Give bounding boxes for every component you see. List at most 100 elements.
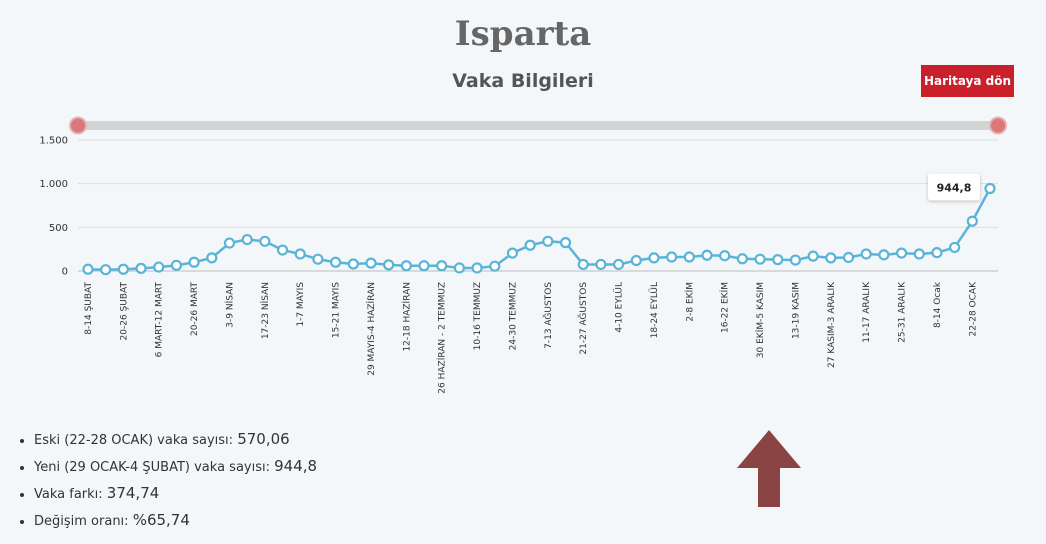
range-slider-handle[interactable]: [69, 116, 87, 135]
data-point: [117, 263, 129, 275]
x-tick-label: 11-17 ARALIK: [862, 281, 872, 343]
x-tick-label: 21-27 AĞUSTOS: [577, 282, 589, 355]
x-tick-label: 20-26 MART: [190, 281, 200, 336]
data-point: [82, 263, 94, 275]
data-point: [789, 254, 802, 266]
data-point: [506, 247, 519, 259]
data-point: [577, 258, 589, 271]
y-tick-label: 500: [49, 223, 68, 234]
x-tick-label: 24-30 TEMMUZ: [508, 282, 518, 350]
stat-value: 570,06: [237, 430, 290, 448]
x-tick-label: 29 MAYIS-4 HAZİRAN: [366, 282, 377, 376]
data-point: [241, 233, 253, 246]
data-point: [312, 253, 324, 265]
page-title: Isparta: [454, 14, 592, 54]
data-point: [630, 254, 642, 267]
x-tick-label: 4-10 EYLÜL: [614, 282, 625, 333]
range-slider-track[interactable]: [78, 121, 998, 130]
data-point: [666, 251, 678, 263]
x-tick-label: 1-7 MAYIS: [296, 282, 306, 327]
data-point: [276, 244, 289, 256]
data-point: [188, 256, 200, 268]
data-point: [453, 262, 466, 274]
data-point: [489, 260, 501, 272]
data-point: [400, 260, 412, 272]
data-point: [524, 239, 536, 251]
stat-label: Değişim oranı:: [34, 514, 129, 529]
data-point: [984, 182, 996, 195]
x-tick-label: 20-26 ŞUBAT: [119, 282, 129, 341]
x-tick-label: 26 HAZİRAN - 2 TEMMUZ: [437, 282, 448, 394]
data-point: [418, 260, 430, 272]
tooltip-label: 944,8: [937, 181, 972, 194]
data-point: [153, 261, 165, 273]
data-point: [436, 260, 448, 272]
stat-item: Vaka farkı: 374,74: [34, 482, 317, 509]
y-tick-label: 1.000: [39, 179, 68, 190]
x-tick-label: 12-18 HAZİRAN: [401, 282, 412, 352]
data-point: [860, 248, 872, 260]
x-tick-label: 13-19 KASIM: [791, 282, 801, 339]
stat-label: Eski (22-28 OCAK) vaka sayısı:: [34, 433, 234, 448]
stats-list: Eski (22-28 OCAK) vaka sayısı: 570,06Yen…: [16, 428, 317, 536]
x-tick-label: 10-16 TEMMUZ: [473, 282, 483, 350]
stat-value: %65,74: [132, 511, 190, 529]
data-point: [135, 262, 147, 274]
data-point: [471, 262, 483, 274]
data-point: [330, 256, 342, 268]
stat-item: Değişim oranı: %65,74: [34, 509, 317, 536]
data-point: [365, 257, 377, 269]
data-point: [913, 248, 925, 260]
data-point: [842, 251, 855, 264]
data-point: [701, 249, 713, 261]
x-tick-label: 7-13 AĞUSTOS: [542, 282, 554, 349]
back-to-map-button[interactable]: Haritaya dön: [921, 65, 1014, 97]
tooltip: 944,8: [928, 173, 980, 201]
x-tick-label: 15-21 MAYIS: [332, 282, 342, 338]
data-point: [949, 241, 961, 254]
x-tick-label: 3-9 NİSAN: [224, 282, 235, 328]
data-point: [206, 252, 218, 264]
data-point: [347, 258, 359, 270]
range-slider-handle[interactable]: [989, 116, 1007, 135]
data-point: [383, 259, 395, 271]
arrow-icon: [737, 430, 801, 507]
stat-item: Yeni (29 OCAK-4 ŞUBAT) vaka sayısı: 944,…: [34, 455, 317, 482]
data-point: [754, 253, 766, 265]
x-tick-label: 8-14 ŞUBAT: [84, 281, 94, 334]
x-tick-label: 30 EKİM-5 KASIM: [755, 282, 766, 358]
data-point: [736, 253, 748, 265]
data-point: [648, 252, 660, 264]
data-point: [259, 235, 271, 247]
stat-value: 374,74: [106, 484, 160, 502]
data-point: [931, 247, 943, 259]
stat-label: Vaka farkı:: [34, 487, 103, 502]
x-tick-label: 22-28 OCAK: [968, 281, 978, 337]
data-point: [878, 249, 890, 261]
x-tick-label: 25-31 ARALIK: [898, 281, 908, 343]
x-tick-label: 2-8 EKİM: [684, 282, 695, 322]
data-point: [170, 259, 183, 271]
x-tick-label: 27 KASIM-3 ARALIK: [827, 281, 837, 368]
x-tick-label: 18-24 EYLÜL: [649, 282, 660, 338]
chart: 0 500 1.000 1.500 8-14 ŞUBAT 20-26 ŞUBAT 6 MAR…: [39, 116, 1007, 394]
page-subtitle: Vaka Bilgileri: [452, 70, 594, 92]
data-point: [612, 258, 625, 271]
series-line: [87, 187, 992, 271]
stat-item: Eski (22-28 OCAK) vaka sayısı: 570,06: [34, 428, 317, 455]
stat-value: 944,8: [274, 457, 318, 475]
data-point: [895, 247, 908, 259]
x-tick-label: 17-23 NİSAN: [260, 282, 271, 339]
data-point: [223, 237, 236, 249]
data-point: [559, 237, 572, 249]
y-tick-label: 1.500: [39, 136, 68, 147]
data-point: [825, 252, 837, 264]
data-point: [966, 215, 978, 227]
stat-label: Yeni (29 OCAK-4 ŞUBAT) vaka sayısı:: [34, 460, 270, 475]
data-point: [100, 264, 112, 276]
data-point: [772, 254, 784, 266]
tooltip-box: [928, 173, 980, 201]
x-tick-label: 6 MART-12 MART: [155, 281, 165, 357]
data-point: [542, 235, 554, 247]
